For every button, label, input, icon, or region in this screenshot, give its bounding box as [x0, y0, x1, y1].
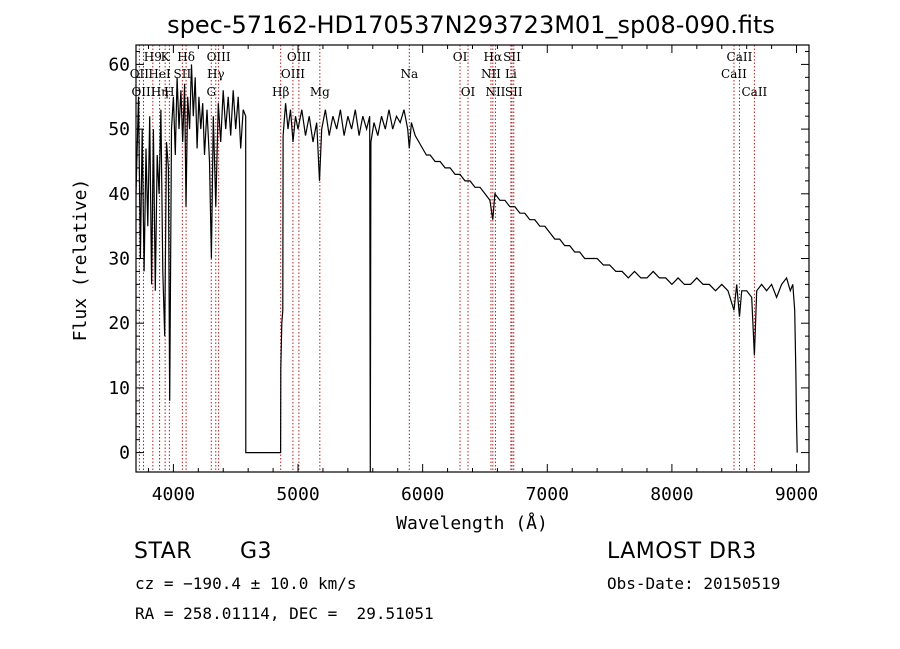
line-marker-label: SII [503, 50, 521, 64]
line-marker-label: NII [485, 85, 505, 99]
x-tick-label: 4000 [152, 484, 195, 505]
x-tick-label: 7000 [526, 484, 569, 505]
line-marker-label: Hγ [207, 67, 225, 81]
y-tick-label: 60 [108, 54, 130, 75]
line-marker-label: Mg [310, 85, 330, 99]
observation-date: Obs-Date: 20150519 [607, 574, 781, 593]
line-marker-label: NII [481, 67, 501, 81]
y-tick-label: 40 [108, 184, 130, 205]
coordinates: RA = 258.01114, DEC = 29.51051 [135, 604, 434, 623]
line-marker-label: CaII [721, 67, 747, 81]
line-marker-label: H [164, 85, 174, 99]
line-marker-label: Hη [151, 85, 169, 99]
object-type: STAR [134, 539, 193, 564]
chart-title: spec-57162-HD170537N293723M01_sp08-090.f… [167, 11, 775, 39]
line-marker-label: OIII [207, 50, 231, 64]
y-tick-label: 0 [119, 443, 130, 464]
flux-series [135, 64, 798, 473]
line-marker-label: SII [174, 67, 192, 81]
line-marker-label: Na [400, 67, 418, 81]
x-axis-label: Wavelength (Å) [396, 512, 548, 534]
y-tick-label: 20 [108, 313, 130, 334]
line-marker-label: OIII [281, 67, 305, 81]
line-marker-label: OIII [287, 50, 311, 64]
x-tick-label: 8000 [650, 484, 693, 505]
x-tick-label: 9000 [775, 484, 818, 505]
line-marker-label: CaII [741, 85, 767, 99]
spectral-subclass: G3 [240, 539, 273, 564]
line-marker-label: OII [130, 67, 150, 81]
line-marker-label: K [161, 50, 171, 64]
y-axis-label: Flux (relative) [70, 179, 91, 342]
line-marker-label: HeI [148, 67, 171, 81]
y-axis-ticks: 0 10 20 30 40 50 60 [108, 50, 809, 464]
x-axis-ticks: 4000 5000 6000 7000 8000 9000 [147, 45, 818, 505]
line-marker-label: OI [453, 50, 468, 64]
survey-name: LAMOST DR3 [607, 539, 757, 564]
y-tick-label: 30 [108, 249, 130, 270]
x-tick-label: 5000 [276, 484, 319, 505]
line-marker-label: Hδ [177, 50, 195, 64]
y-tick-label: 10 [108, 378, 130, 399]
line-marker-label: SII [505, 85, 523, 99]
line-marker-label: OIII [131, 85, 155, 99]
spectrum-chart: spec-57162-HD170537N293723M01_sp08-090.f… [70, 11, 818, 534]
line-marker-label: OI [461, 85, 476, 99]
line-marker-label: Hα [484, 50, 503, 64]
redshift-velocity: cz = −190.4 ± 10.0 km/s [135, 574, 357, 593]
line-marker-label: CaII [727, 50, 753, 64]
line-marker-label: Li [505, 67, 517, 81]
y-tick-label: 50 [108, 119, 130, 140]
line-marker-label: H9 [144, 50, 162, 64]
line-marker-label: G [206, 85, 216, 99]
x-tick-label: 6000 [401, 484, 444, 505]
line-marker-label: Hβ [272, 85, 289, 99]
